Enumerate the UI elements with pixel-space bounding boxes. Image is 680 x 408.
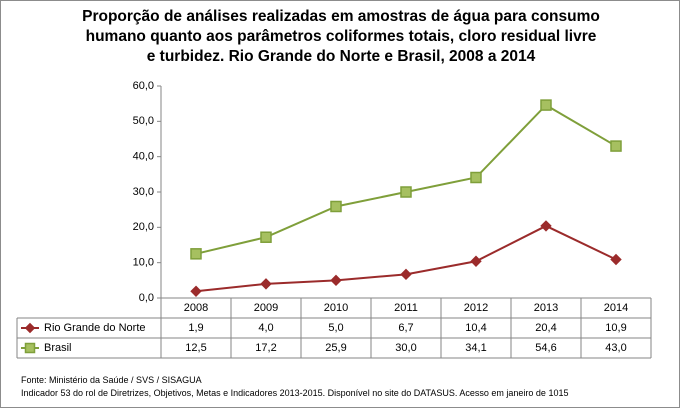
data-point-marker: [610, 140, 622, 152]
data-point-marker: [610, 253, 622, 266]
data-point-marker: [260, 231, 272, 243]
data-point-marker: [540, 99, 552, 111]
series-line: [195, 103, 617, 255]
data-table-cell: 10,4: [465, 322, 486, 334]
data-point-marker: [470, 171, 482, 184]
data-table-cell: 12,5: [185, 342, 206, 354]
data-table-cell: 1,9: [188, 322, 203, 334]
data-table-cell: 43,0: [605, 342, 626, 354]
data-table-cell: 34,1: [465, 342, 486, 354]
x-tick-label: 2013: [534, 302, 558, 314]
line-chart: 0,0 10,0 20,0 30,0 40,0 50,0 60,0 2008 2009 2010 2…: [16, 80, 652, 359]
footer-note: Indicador 53 do rol de Diretrizes, Objet…: [21, 388, 569, 398]
data-point-marker: [400, 186, 412, 198]
data-point-marker: [330, 200, 342, 213]
data-point-marker: [470, 255, 482, 267]
x-tick-label: 2009: [254, 302, 278, 314]
data-table-cell: 20,4: [535, 322, 556, 334]
y-tick-label: 30,0: [133, 186, 154, 198]
x-tick-label: 2014: [604, 302, 628, 314]
data-point-marker: [540, 220, 552, 232]
data-table-cell: 54,6: [535, 342, 556, 354]
y-tick-label: 0,0: [139, 292, 154, 304]
y-tick-label: 40,0: [133, 151, 154, 163]
data-table-cell: 4,0: [258, 322, 273, 334]
data-table-cell: 25,9: [325, 342, 346, 354]
legend-series-name: Rio Grande do Norte: [44, 322, 146, 334]
x-tick-label: 2012: [464, 302, 488, 314]
data-table-cell: 10,9: [605, 322, 626, 334]
data-table-cell: 17,2: [255, 342, 276, 354]
x-tick-label: 2010: [324, 302, 348, 314]
chart-title-line-3: e turbidez. Rio Grande do Norte e Brasil…: [146, 48, 536, 65]
y-tick-label: 60,0: [133, 80, 154, 92]
chart-title-line-2: humano quanto aos parâmetros coliformes …: [85, 28, 597, 45]
data-table-cell: 6,7: [398, 322, 413, 334]
legend-key-marker: [24, 322, 36, 334]
y-tick-label: 10,0: [133, 257, 154, 269]
legend-key-marker: [24, 342, 36, 354]
data-point-marker: [190, 285, 202, 297]
y-tick-label: 20,0: [133, 221, 154, 233]
chart-footer: Fonte: Ministério da Saúde / SVS / SISAG…: [21, 374, 568, 400]
x-tick-label: 2008: [184, 302, 208, 314]
series-line: [195, 224, 617, 293]
x-tick-label: 2011: [394, 302, 418, 314]
chart-title-line-1: Proporção de análises realizadas em amos…: [82, 8, 600, 25]
data-point-marker: [400, 268, 412, 281]
data-point-marker: [190, 248, 202, 260]
data-point-marker: [260, 278, 272, 290]
data-table-cell: 5,0: [328, 322, 343, 334]
footer-source: Fonte: Ministério da Saúde / SVS / SISAG…: [21, 375, 202, 385]
chart-title: Proporção de análises realizadas em amos…: [21, 7, 661, 67]
data-point-marker: [330, 274, 342, 287]
y-tick-label: 50,0: [133, 115, 154, 127]
legend-series-name: Brasil: [44, 342, 72, 354]
data-table-cell: 30,0: [395, 342, 416, 354]
